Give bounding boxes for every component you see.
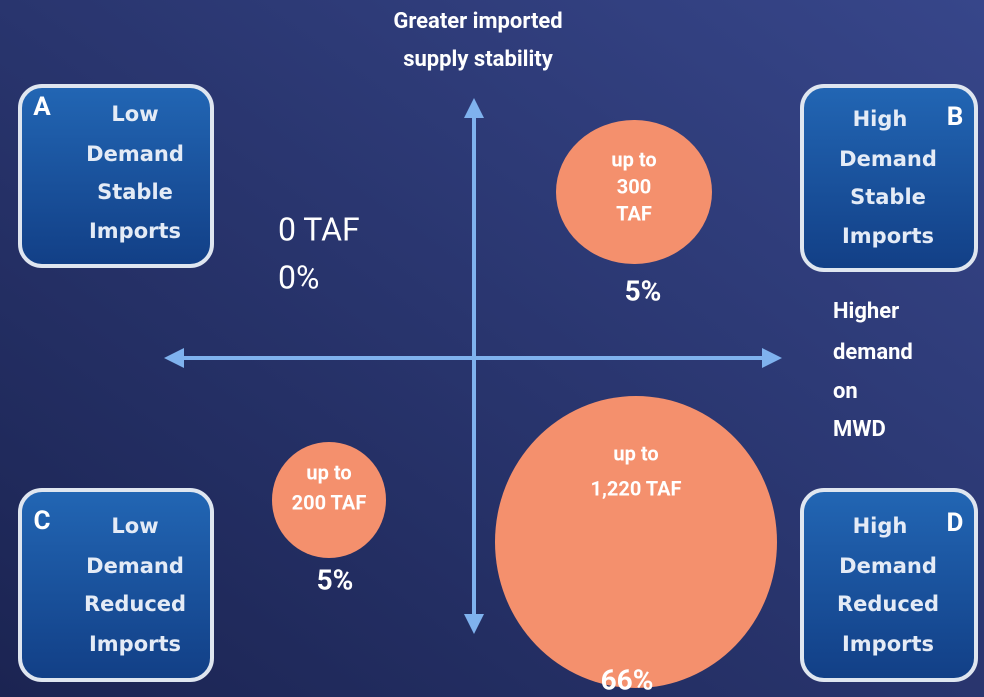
- bubble-label: up to: [306, 460, 351, 484]
- quadrant-text: Demand: [839, 147, 937, 171]
- quadrant-text: Imports: [842, 224, 934, 248]
- bubble-label: 300: [617, 174, 651, 198]
- bubble-label: TAF: [616, 201, 652, 225]
- quadrant-text: Demand: [839, 554, 937, 578]
- empty-share: 0%: [278, 258, 319, 296]
- bubble: [272, 442, 386, 558]
- empty-amount: 0 TAF: [278, 210, 360, 248]
- quadrant-box: [18, 84, 214, 268]
- axis-label: Greater imported: [393, 9, 562, 34]
- bubble: [556, 120, 712, 264]
- bubble-share: 5%: [625, 274, 662, 307]
- quadrant-text: Demand: [86, 142, 184, 166]
- axis-label: supply stability: [403, 47, 554, 72]
- bubble: [495, 396, 777, 688]
- quadrant-box: [18, 488, 214, 682]
- quadrant-text: Reduced: [837, 592, 939, 616]
- quadrant-box: [800, 488, 978, 682]
- quadrant-text: Stable: [850, 185, 926, 209]
- quadrant-letter: B: [947, 102, 964, 132]
- axis-label: demand: [833, 340, 913, 365]
- bubble-share: 66%: [601, 663, 654, 696]
- bubble-label: up to: [613, 441, 658, 465]
- quadrant-text: Imports: [89, 632, 181, 656]
- quadrant-letter: A: [33, 92, 51, 122]
- quadrant-letter: C: [33, 506, 50, 536]
- quadrant-text: Low: [111, 514, 158, 538]
- axis-label: on: [833, 379, 858, 404]
- axis-label: MWD: [833, 417, 886, 442]
- quadrant-text: Reduced: [84, 592, 186, 616]
- quadrant-text: High: [853, 514, 908, 538]
- quadrant-text: Imports: [89, 219, 181, 243]
- bubble-label: up to: [611, 147, 656, 171]
- quadrant-letter: D: [947, 508, 964, 538]
- quadrant-text: Low: [111, 102, 158, 126]
- quadrant-box: [800, 84, 978, 272]
- quadrant-text: High: [853, 107, 908, 131]
- bubble-label: 1,220 TAF: [590, 476, 681, 500]
- bubble-label: 200 TAF: [292, 490, 367, 514]
- quadrant-text: Demand: [86, 554, 184, 578]
- axis-label: Higher: [833, 299, 899, 324]
- quadrant-text: Imports: [842, 632, 934, 656]
- quadrant-text: Stable: [97, 180, 173, 204]
- bubble-share: 5%: [317, 563, 354, 596]
